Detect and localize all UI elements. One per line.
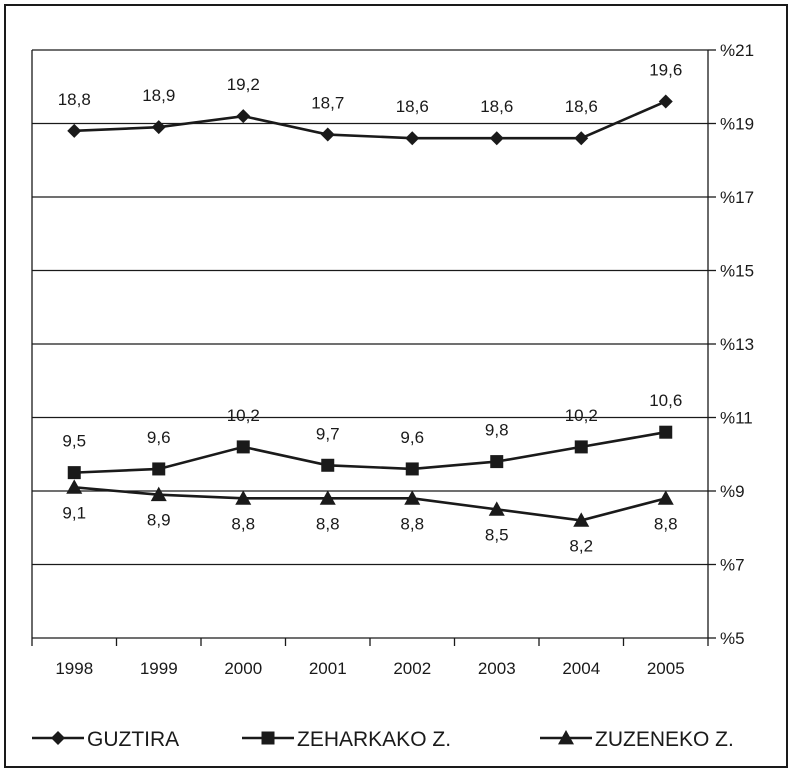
series-line	[74, 100, 667, 140]
square-marker	[659, 425, 673, 439]
legend-label: ZUZENEKO Z.	[595, 728, 734, 751]
diamond-marker	[236, 109, 251, 124]
square-marker	[152, 462, 166, 476]
triangle-marker	[235, 490, 252, 505]
x-tick-label: 2002	[393, 659, 431, 678]
data-label: 8,8	[400, 514, 424, 533]
triangle-marker	[657, 490, 674, 505]
series	[66, 94, 674, 527]
axes: %5 %7 %9 %11 %13 %15 %17 %19 %21 1998 1999 2000 2001…	[31, 41, 754, 678]
y-tick-label: %17	[720, 188, 754, 207]
x-tick-label: 2000	[224, 659, 262, 678]
data-label: 18,6	[480, 97, 513, 116]
data-label: 9,8	[485, 421, 509, 440]
y-tick-label: %21	[720, 41, 754, 60]
triangle-marker	[573, 512, 590, 527]
gridlines	[32, 49, 708, 566]
triangle-marker	[319, 490, 336, 505]
data-label: 18,6	[565, 97, 598, 116]
legend-label: GUZTIRA	[87, 728, 179, 751]
x-tick-label: 2003	[478, 659, 516, 678]
square-marker	[67, 466, 81, 480]
data-label: 9,6	[147, 428, 171, 447]
square-marker	[490, 455, 504, 469]
diamond-marker	[489, 131, 504, 146]
data-label: 9,7	[316, 424, 340, 443]
triangle-marker	[150, 486, 167, 502]
diamond-marker	[151, 120, 166, 135]
triangle-marker	[404, 490, 421, 505]
data-label: 10,2	[565, 406, 598, 425]
y-tick-label: %5	[720, 629, 745, 648]
data-label: 19,6	[649, 60, 682, 79]
data-label: 9,6	[400, 428, 424, 447]
y-tick-label: %19	[720, 115, 754, 134]
series-line	[74, 430, 666, 474]
data-labels: 18,8 18,9 19,2 18,7 18,6 18,6 18,6 19,6 9,5 9,6 10…	[58, 60, 683, 555]
x-tick-label: 1998	[55, 659, 93, 678]
legend-label: ZEHARKAKO Z.	[297, 728, 451, 751]
triangle-marker	[488, 501, 505, 516]
data-label: 19,2	[227, 75, 260, 94]
legend: GUZTIRA ZEHARKAKO Z. ZUZENEKO Z.	[32, 728, 734, 751]
data-label: 8,9	[147, 511, 171, 530]
data-label: 8,5	[485, 525, 509, 544]
diamond-marker	[67, 123, 82, 138]
y-tick-label: %15	[720, 262, 754, 281]
y-tick-label: %13	[720, 335, 754, 354]
chart-frame	[4, 4, 788, 768]
data-label: 9,5	[62, 432, 86, 451]
diamond-marker	[320, 127, 335, 142]
data-label: 10,2	[227, 406, 260, 425]
diamond-marker	[574, 131, 589, 146]
y-tick-label: %11	[720, 409, 753, 428]
square-marker	[321, 458, 335, 472]
x-tick-label: 2004	[562, 659, 600, 678]
data-label: 10,6	[649, 391, 682, 410]
data-label: 18,7	[311, 94, 344, 113]
y-tick-label: %9	[720, 482, 745, 501]
data-label: 8,8	[654, 514, 678, 533]
square-marker	[236, 440, 250, 454]
data-label: 18,6	[396, 97, 429, 116]
diamond-marker	[405, 131, 420, 146]
series-line	[74, 486, 667, 522]
x-tick-label: 2005	[647, 659, 685, 678]
square-marker	[574, 440, 588, 454]
data-label: 18,8	[58, 90, 91, 109]
data-label: 8,2	[569, 536, 593, 555]
data-label: 8,8	[231, 514, 255, 533]
data-label: 18,9	[142, 86, 175, 105]
data-label: 8,8	[316, 514, 340, 533]
x-tick-label: 2001	[309, 659, 347, 678]
x-tick-label: 1999	[140, 659, 178, 678]
triangle-marker	[66, 479, 83, 494]
triangle-marker	[558, 730, 574, 745]
square-marker	[405, 462, 419, 476]
diamond-marker	[51, 731, 65, 745]
data-label: 9,1	[62, 503, 86, 522]
square-marker	[261, 731, 275, 745]
diamond-marker	[658, 94, 673, 109]
y-tick-label: %7	[720, 556, 745, 575]
